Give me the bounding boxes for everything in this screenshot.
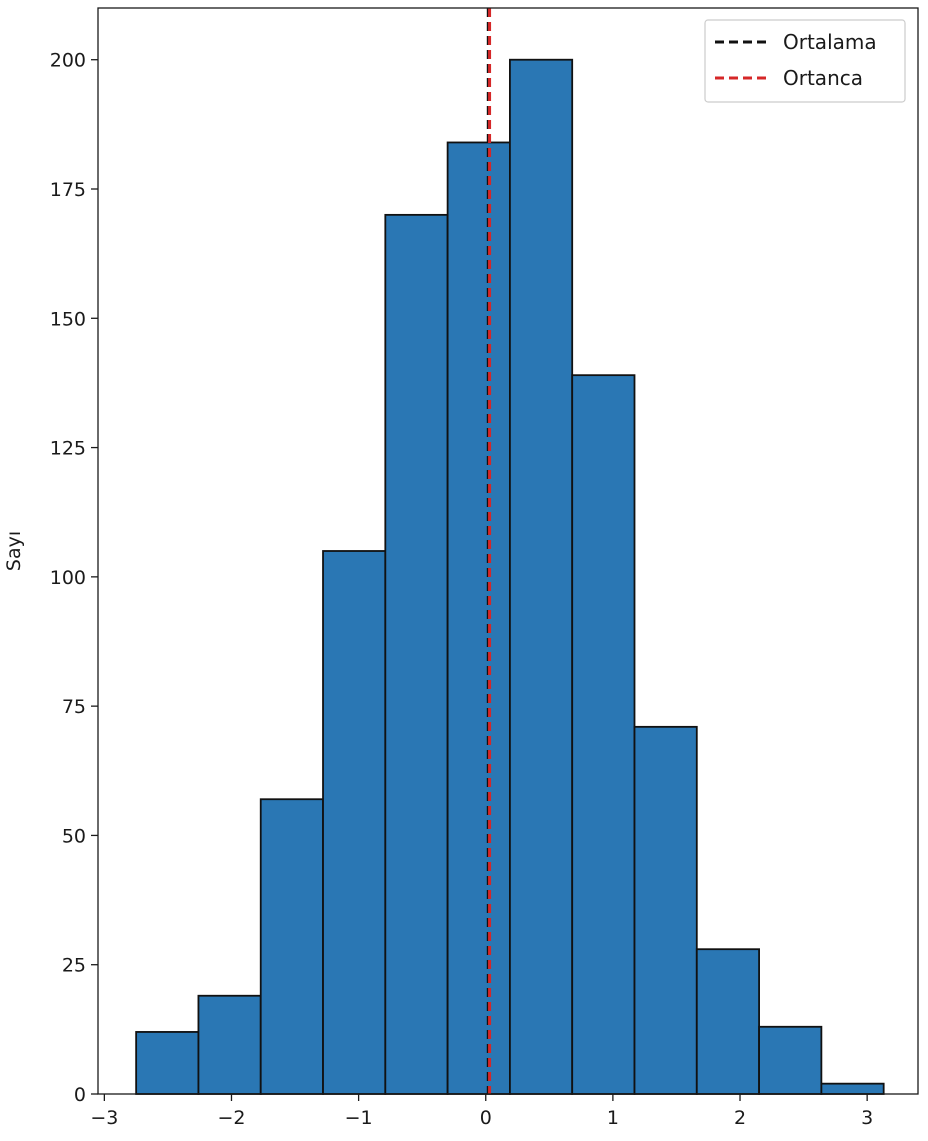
legend-label-ortalama: Ortalama <box>783 30 877 54</box>
histogram-bar <box>820 1082 885 1095</box>
y-tick-label: 125 <box>50 438 86 460</box>
x-tick-label: 2 <box>734 1107 746 1129</box>
histogram-bar <box>135 1031 200 1095</box>
histogram-bar <box>509 58 574 1095</box>
histogram-bar <box>571 374 636 1095</box>
x-tick-label: 3 <box>861 1107 873 1129</box>
y-tick-label: 150 <box>50 308 86 330</box>
histogram-bar <box>197 994 262 1095</box>
legend-label-ortanca: Ortanca <box>783 66 863 90</box>
y-tick-label: 25 <box>62 955 86 977</box>
x-tick-label: 1 <box>607 1107 619 1129</box>
y-tick-label: 75 <box>62 696 86 718</box>
y-tick-label: 50 <box>62 825 86 847</box>
histogram-bar <box>633 725 698 1095</box>
y-tick-label: 200 <box>50 50 86 72</box>
histogram-bar <box>758 1025 823 1095</box>
histogram-bar <box>259 798 324 1095</box>
x-tick-label: −2 <box>217 1107 245 1129</box>
x-tick-label: −3 <box>90 1107 118 1129</box>
histogram-bar <box>322 550 387 1095</box>
bars-group <box>135 58 885 1095</box>
legend: Ortalama Ortanca <box>704 19 906 103</box>
plot-frame <box>97 7 919 1095</box>
x-axis-ticks: −3 −2 −1 0 1 2 3 <box>90 1094 873 1129</box>
y-tick-label: 175 <box>50 179 86 201</box>
histogram-bar <box>695 948 760 1095</box>
y-tick-label: 100 <box>50 567 86 589</box>
y-axis-ticks: 0 25 50 75 100 125 150 175 200 <box>50 50 98 1106</box>
x-tick-label: −1 <box>345 1107 373 1129</box>
histogram-bar <box>446 141 511 1095</box>
y-tick-label: 0 <box>74 1084 86 1106</box>
reference-lines-group <box>486 8 492 1094</box>
legend-box <box>704 19 906 103</box>
histogram-bar <box>384 213 449 1095</box>
x-tick-label: 0 <box>480 1107 492 1129</box>
y-axis-label: Sayı <box>3 531 25 571</box>
